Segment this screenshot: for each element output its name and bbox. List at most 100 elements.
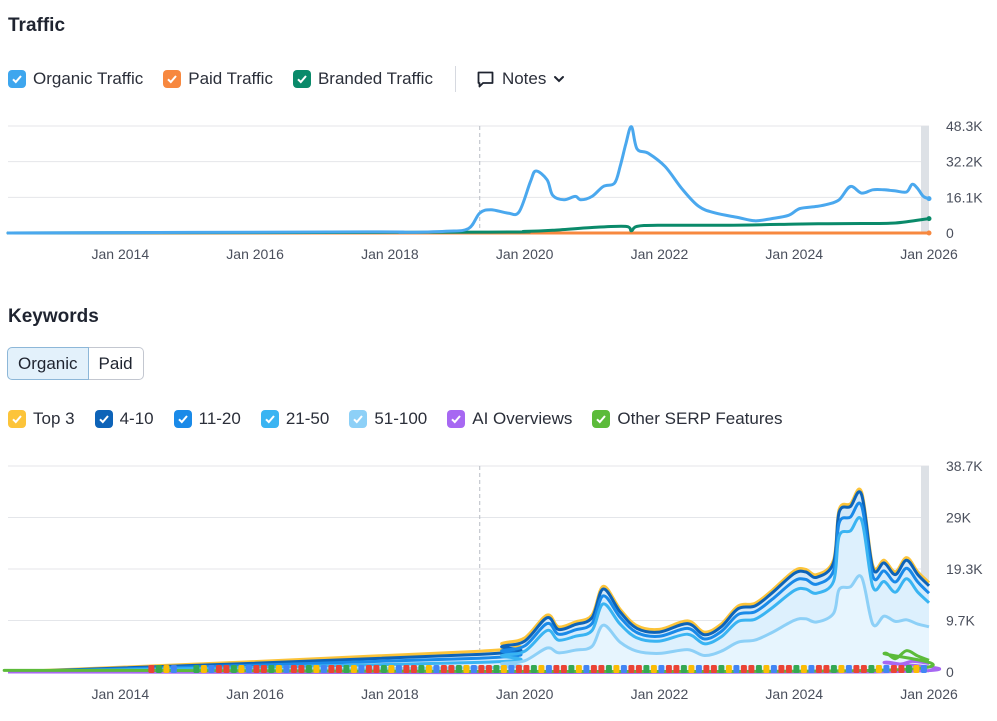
legend-other-serp-features[interactable]: Other SERP Features [592, 409, 782, 429]
checkbox-checked-icon [173, 410, 192, 428]
note-marker [260, 665, 267, 673]
note-marker [583, 665, 590, 673]
note-marker [538, 665, 545, 673]
series-line-11-20 [7, 501, 931, 674]
note-marker [553, 665, 560, 673]
note-marker [598, 665, 605, 673]
x-tick-label: Jan 2022 [631, 246, 689, 262]
note-marker [470, 665, 477, 673]
note-marker [388, 665, 395, 673]
note-marker [163, 665, 170, 673]
series-line-organic-traffic [6, 125, 931, 235]
note-marker [770, 665, 777, 673]
legend-top-3[interactable]: Top 3 [8, 409, 75, 429]
note-marker [560, 665, 567, 673]
note-marker [290, 665, 297, 673]
note-marker [658, 665, 665, 673]
legend-branded-traffic[interactable]: Branded Traffic [292, 69, 433, 89]
legend-label: 51-100 [374, 409, 428, 428]
series-line-branded-traffic [6, 217, 931, 235]
note-marker [838, 665, 845, 673]
keywords-legend: Top 3 4-10 11-20 21-50 51-100 AI Overvie… [8, 406, 802, 432]
note-marker [485, 665, 492, 673]
note-marker [740, 665, 747, 673]
note-marker [853, 665, 860, 673]
notes-dropdown[interactable]: Notes [476, 69, 566, 89]
note-marker [800, 665, 807, 673]
legend-11-20[interactable]: 11-20 [173, 409, 241, 429]
note-marker [418, 665, 425, 673]
x-tick-label: Jan 2018 [361, 686, 419, 702]
comment-icon [476, 70, 495, 89]
legend-label: Other SERP Features [617, 409, 783, 428]
traffic-chart: 48.3K 32.2K 16.1K 0 Jan 2014 Jan 2016 Jan 2018… [6, 118, 983, 262]
checkbox-checked-icon [447, 410, 466, 428]
x-tick-label: Jan 2014 [92, 246, 150, 262]
note-marker [905, 665, 912, 673]
tab-organic[interactable]: Organic [7, 347, 89, 380]
x-tick-label: Jan 2024 [765, 246, 823, 262]
note-marker [883, 665, 890, 673]
note-marker [283, 665, 290, 673]
note-marker [238, 665, 245, 673]
legend-label: 4-10 [119, 409, 154, 428]
note-marker [628, 665, 635, 673]
legend-4-10[interactable]: 4-10 [94, 409, 154, 429]
chevron-down-icon [552, 72, 566, 86]
legend-21-50[interactable]: 21-50 [260, 409, 329, 429]
note-marker [830, 665, 837, 673]
note-marker [785, 665, 792, 673]
note-marker [710, 665, 717, 673]
note-marker [500, 665, 507, 673]
note-marker [815, 665, 822, 673]
x-tick-label: Jan 2020 [496, 686, 554, 702]
note-marker [170, 665, 177, 673]
y-tick-label: 38.7K [946, 458, 983, 474]
legend-ai-overviews[interactable]: AI Overviews [447, 409, 572, 429]
note-marker [358, 665, 365, 673]
y-tick-label: 32.2K [946, 154, 983, 170]
legend-label: AI Overviews [472, 409, 573, 428]
legend-label: Paid Traffic [188, 69, 273, 88]
note-marker [695, 665, 702, 673]
note-marker [890, 665, 897, 673]
notes-label: Notes [501, 69, 547, 88]
note-marker [328, 665, 335, 673]
note-marker [380, 665, 387, 673]
tab-paid[interactable]: Paid [88, 347, 144, 380]
y-tick-label: 19.3K [946, 561, 983, 577]
series-line-other-serp-features [2, 649, 935, 674]
note-marker [335, 665, 342, 673]
legend-organic-traffic[interactable]: Organic Traffic [8, 69, 143, 89]
legend-paid-traffic[interactable]: Paid Traffic [163, 69, 273, 89]
note-marker [253, 665, 260, 673]
note-marker [350, 665, 357, 673]
legend-51-100[interactable]: 51-100 [349, 409, 427, 429]
note-marker [343, 665, 350, 673]
note-marker [433, 665, 440, 673]
note-marker [463, 665, 470, 673]
note-marker [200, 665, 207, 673]
x-tick-label: Jan 2026 [900, 686, 958, 702]
note-marker [208, 665, 215, 673]
note-marker [823, 665, 830, 673]
traffic-title: Traffic [8, 15, 66, 36]
note-marker [650, 665, 657, 673]
checkbox-checked-icon [8, 410, 26, 428]
note-marker [215, 665, 222, 673]
note-marker [613, 665, 620, 673]
keywords-type-switch: Organic Paid [7, 347, 144, 380]
note-marker [223, 665, 230, 673]
x-tick-label: Jan 2020 [496, 246, 554, 262]
keywords-title: Keywords [8, 306, 99, 327]
note-marker [605, 665, 612, 673]
series-endpoint-branded-traffic [926, 216, 932, 222]
note-marker [845, 665, 852, 673]
note-marker [725, 665, 732, 673]
checkbox-checked-icon [94, 410, 113, 428]
note-marker [493, 665, 500, 673]
note-marker [523, 665, 530, 673]
y-tick-label: 29K [946, 510, 972, 526]
note-marker [643, 665, 650, 673]
series-line-51-100 [7, 574, 930, 674]
